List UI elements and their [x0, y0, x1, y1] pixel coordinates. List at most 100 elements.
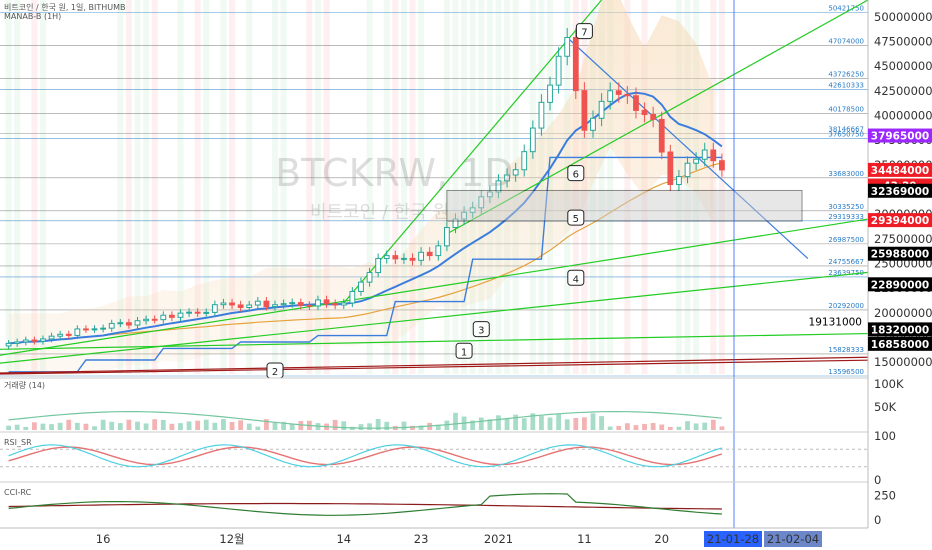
candle-body[interactable] [555, 55, 562, 86]
candle-body[interactable] [383, 255, 390, 260]
candle-body[interactable] [315, 299, 321, 307]
candle-body[interactable] [435, 245, 442, 257]
candle-body[interactable] [220, 302, 227, 306]
candle-body[interactable] [358, 281, 364, 292]
candle-body[interactable] [349, 290, 356, 304]
candle-body[interactable] [48, 335, 55, 340]
candle-body[interactable] [650, 114, 657, 120]
candle-body[interactable] [624, 93, 631, 97]
candle-body[interactable] [409, 257, 416, 261]
candle-body[interactable] [117, 322, 124, 325]
candle-body[interactable] [667, 151, 674, 186]
candle-body[interactable] [572, 36, 579, 92]
candle-body[interactable] [22, 339, 29, 343]
candle-body[interactable] [160, 314, 167, 321]
candle-body[interactable] [297, 302, 304, 306]
candle-body[interactable] [504, 174, 510, 182]
candle-body[interactable] [401, 257, 407, 260]
candle-body[interactable] [108, 322, 115, 329]
candle-body[interactable] [658, 118, 665, 153]
price-axis-bg [868, 0, 932, 550]
candle-body[interactable] [83, 328, 89, 331]
candle-body[interactable] [598, 100, 605, 119]
candle-body[interactable] [719, 160, 725, 171]
volume-pane[interactable] [0, 377, 932, 430]
time-axis[interactable]: 16 12월 14 23 2021 11 20 21-01-28 21-02-04 [0, 527, 932, 550]
candle-body[interactable] [443, 226, 450, 247]
candle-body[interactable] [418, 251, 425, 261]
candle-body[interactable] [14, 341, 21, 344]
candle-body[interactable] [529, 127, 536, 153]
candle-body[interactable] [452, 218, 459, 228]
candle-body[interactable] [615, 90, 622, 95]
candle-body[interactable] [246, 304, 253, 308]
candle-body[interactable] [538, 101, 545, 129]
candle-body[interactable] [237, 304, 244, 308]
cci-pane[interactable] [0, 481, 932, 516]
volume-bar [513, 414, 519, 430]
candle-body[interactable] [57, 333, 64, 337]
candle-body[interactable] [134, 320, 141, 326]
candle-body[interactable] [143, 318, 149, 322]
volatility-band [39, 0, 46, 374]
candle-body[interactable] [340, 302, 347, 306]
candle-body[interactable] [590, 117, 596, 131]
candle-body[interactable] [40, 338, 46, 342]
candle-body[interactable] [31, 339, 38, 342]
candle-body[interactable] [375, 258, 382, 274]
volume-bar [40, 423, 46, 430]
volatility-band [469, 0, 476, 374]
candle-body[interactable] [564, 36, 571, 57]
price-axis[interactable]: 1500000017500000200000002250000025000000… [809, 0, 932, 550]
candle-body[interactable] [203, 311, 210, 314]
candle-body[interactable] [168, 314, 175, 318]
candle-body[interactable] [478, 196, 485, 209]
rsi-pane[interactable] [0, 431, 932, 468]
candle-body[interactable] [495, 180, 502, 193]
candle-body[interactable] [229, 302, 235, 306]
candle-body[interactable] [186, 311, 192, 314]
candle-body[interactable] [633, 95, 639, 111]
candle-body[interactable] [607, 90, 614, 102]
candle-body[interactable] [74, 328, 81, 336]
price-pane[interactable]: 50421750 47074000 43726250 42610333 40178500… [0, 0, 869, 528]
candle-body[interactable] [306, 304, 313, 307]
candle-body[interactable] [100, 327, 107, 330]
candle-body[interactable] [521, 151, 528, 171]
candle-body[interactable] [272, 304, 278, 308]
candle-body[interactable] [641, 109, 648, 116]
candle-body[interactable] [289, 302, 296, 305]
candle-body[interactable] [693, 158, 700, 164]
candle-body[interactable] [65, 333, 72, 336]
candle-body[interactable] [5, 342, 12, 347]
candle-body[interactable] [461, 211, 467, 220]
candle-body[interactable] [263, 300, 270, 308]
price-tick-label: 27500000 [874, 232, 932, 246]
candle-body[interactable] [547, 84, 553, 103]
volume-bar [384, 421, 390, 430]
candle-body[interactable] [701, 149, 708, 160]
candle-body[interactable] [194, 311, 201, 314]
candle-body[interactable] [392, 255, 399, 260]
candle-body[interactable] [323, 299, 330, 305]
candle-body[interactable] [486, 191, 493, 198]
volume-bar [453, 412, 458, 430]
volume-bar [246, 423, 252, 430]
candle-body[interactable] [151, 318, 158, 321]
candle-body[interactable] [126, 322, 132, 326]
candle-body[interactable] [366, 272, 373, 283]
candle-body[interactable] [280, 303, 287, 306]
candle-body[interactable] [211, 304, 218, 313]
candle-body[interactable] [676, 176, 682, 186]
candle-body[interactable] [684, 162, 691, 178]
candle-body[interactable] [512, 169, 519, 176]
candle-body[interactable] [91, 328, 98, 331]
candle-body[interactable] [332, 303, 339, 306]
candle-body[interactable] [254, 300, 261, 306]
candle-body[interactable] [469, 207, 476, 213]
candle-body[interactable] [710, 149, 717, 162]
candle-body[interactable] [581, 90, 588, 131]
candle-body[interactable] [426, 251, 433, 257]
candle-body[interactable] [177, 312, 184, 318]
